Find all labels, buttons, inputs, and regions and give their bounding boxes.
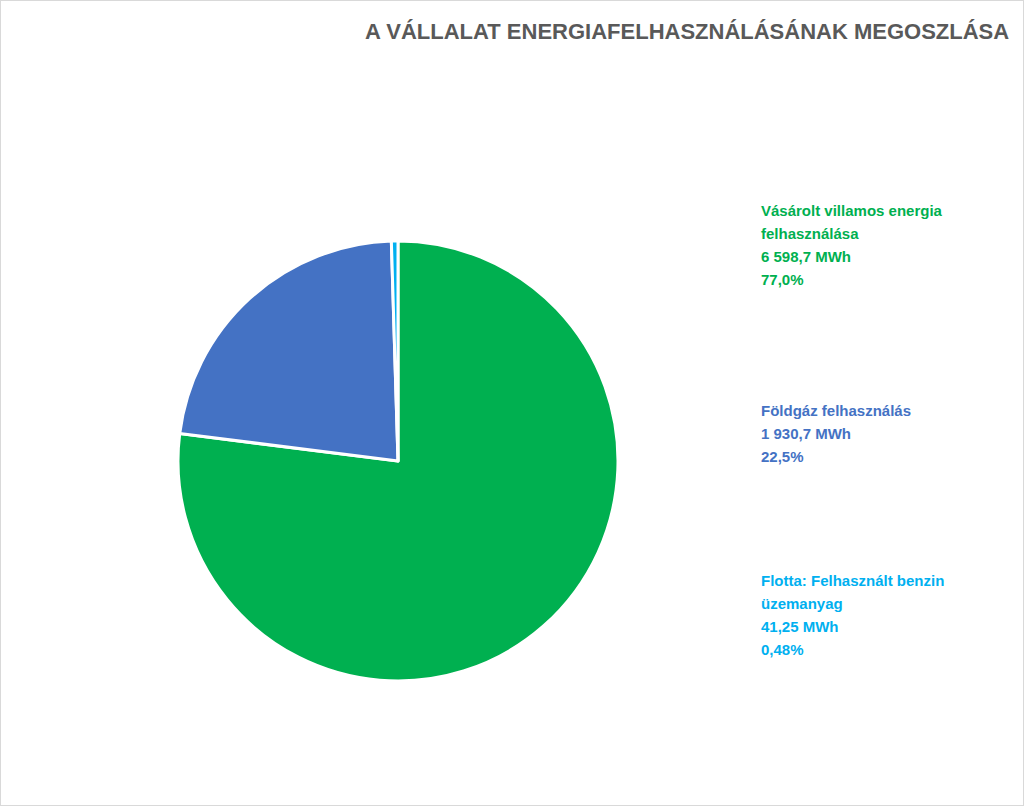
svg-text:41,25 MWh: 41,25 MWh	[761, 618, 839, 635]
svg-text:77,0%: 77,0%	[761, 271, 804, 288]
svg-text:üzemanyag: üzemanyag	[761, 595, 843, 612]
svg-text:felhasználása: felhasználása	[761, 225, 859, 242]
svg-text:0,48%: 0,48%	[761, 641, 804, 658]
svg-text:6 598,7 MWh: 6 598,7 MWh	[761, 248, 851, 265]
svg-text:A VÁLLALAT ENERGIAFELHASZNÁLÁS: A VÁLLALAT ENERGIAFELHASZNÁLÁSÁNAK MEGOS…	[365, 19, 1009, 44]
svg-text:1 930,7 MWh: 1 930,7 MWh	[761, 425, 851, 442]
svg-text:22,5%: 22,5%	[761, 448, 804, 465]
svg-text:Vásárolt villamos energia: Vásárolt villamos energia	[761, 202, 946, 219]
svg-text:Földgáz felhasználás: Földgáz felhasználás	[761, 402, 911, 419]
svg-text:Flotta: Felhasznált benzin: Flotta: Felhasznált benzin	[761, 572, 949, 589]
